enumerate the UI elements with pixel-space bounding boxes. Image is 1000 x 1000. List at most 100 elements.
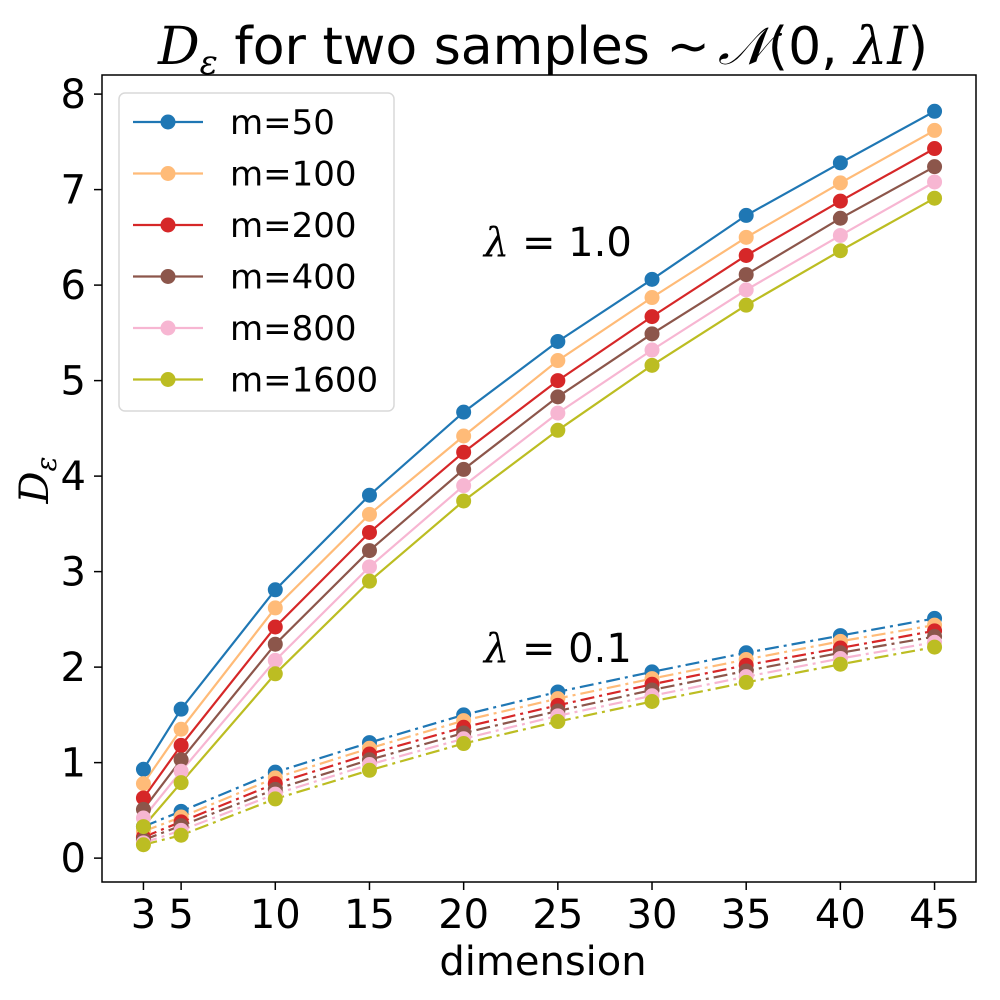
data-point-lambda-1-0 (927, 190, 943, 206)
legend-label: m=200 (230, 206, 357, 246)
data-point-lambda-1-0 (644, 309, 660, 325)
data-point-lambda-1-0 (173, 752, 189, 768)
y-axis-label-subscript: ε (30, 456, 63, 471)
legend-marker (160, 166, 176, 181)
data-point-lambda-1-0 (267, 652, 283, 668)
data-point-lambda-1-0 (173, 763, 189, 779)
legend-marker (160, 217, 176, 233)
legend-label: m=400 (230, 258, 357, 298)
annotation-lambda: λ (482, 626, 509, 672)
data-point-lambda-1-0 (456, 428, 472, 444)
data-point-lambda-1-0 (927, 103, 943, 119)
data-point-lambda-1-0 (644, 342, 660, 358)
series-line-lambda-0-1-5 (143, 646, 935, 846)
data-point-lambda-1-0 (927, 174, 943, 190)
y-axis-label: Dε (12, 456, 63, 504)
data-point-lambda-1-0 (267, 636, 283, 652)
data-point-lambda-1-0 (361, 524, 377, 540)
legend-marker (160, 320, 176, 336)
data-point-lambda-1-0 (927, 141, 943, 157)
x-tick-label: 45 (909, 892, 960, 938)
y-tick-label: 4 (61, 454, 86, 500)
data-point-lambda-1-0 (361, 506, 377, 522)
data-point-lambda-1-0 (644, 290, 660, 306)
x-tick-label: 15 (344, 892, 395, 938)
series-line-lambda-0-1-2 (142, 629, 935, 839)
data-point-lambda-1-0 (135, 790, 151, 806)
y-tick-label: 1 (61, 741, 86, 787)
data-point-lambda-1-0 (832, 193, 848, 209)
data-point-lambda-1-0 (173, 737, 189, 753)
title-args-open: (0, (768, 17, 854, 77)
series-line-lambda-1-0-4 (142, 181, 936, 819)
legend-marker (160, 269, 176, 284)
y-tick-label: 7 (61, 168, 86, 214)
data-point-lambda-1-0 (361, 543, 377, 559)
y-tick-label: 8 (61, 72, 86, 118)
x-tick-label: 40 (815, 892, 866, 938)
annotations: λ = 1.0 λ = 0.1 (482, 220, 632, 672)
x-tick-label: 3 (131, 892, 156, 938)
legend-marker (160, 372, 176, 387)
series-line-lambda-1-0-3 (142, 165, 936, 811)
data-point-lambda-1-0 (832, 227, 848, 243)
data-point-lambda-1-0 (550, 333, 566, 349)
series-line-lambda-1-0-2 (142, 147, 936, 799)
series-line-lambda-1-0-0 (142, 110, 936, 770)
data-point-lambda-1-0 (267, 582, 283, 598)
x-tick-label: 5 (168, 892, 193, 938)
data-point-lambda-1-0 (738, 282, 754, 298)
data-point-lambda-1-0 (135, 819, 151, 835)
data-point-lambda-0-1 (738, 674, 754, 690)
y-tick-label: 5 (61, 359, 86, 405)
data-point-lambda-0-1 (135, 837, 151, 853)
data-point-lambda-1-0 (927, 122, 943, 138)
data-point-lambda-0-1 (361, 762, 377, 778)
data-point-lambda-1-0 (173, 775, 189, 791)
legend-label: m=1600 (230, 361, 378, 401)
plot-frame (101, 74, 977, 883)
series-line-lambda-0-1-1 (143, 624, 935, 833)
data-point-lambda-1-0 (644, 326, 660, 342)
title-text: for two samples (218, 17, 667, 77)
data-point-lambda-1-0 (927, 159, 943, 175)
annotation-value: = 0.1 (509, 626, 632, 672)
title-d-symbol: D (157, 17, 200, 77)
data-point-lambda-1-0 (738, 207, 754, 223)
data-point-lambda-1-0 (738, 297, 754, 313)
lambda-annotation: λ = 1.0 (482, 220, 632, 266)
x-tick-label: 30 (627, 892, 678, 938)
data-point-lambda-1-0 (832, 210, 848, 226)
title-tilde: ~ (666, 17, 710, 77)
y-axis-label-symbol: D (12, 471, 58, 504)
data-point-lambda-1-0 (738, 267, 754, 283)
legend-label: m=100 (230, 155, 357, 195)
y-tick-label: 6 (61, 263, 86, 309)
data-point-lambda-1-0 (738, 248, 754, 264)
x-tick-label: 25 (532, 892, 583, 938)
title-args-close: ) (908, 17, 928, 77)
x-axis: 3 5 10 15 20 25 30 35 40 45 (131, 882, 960, 938)
series-line-lambda-0-1-0 (142, 617, 935, 828)
data-point-lambda-1-0 (135, 761, 151, 777)
series-line-lambda-0-1-4 (143, 641, 935, 844)
title-identity: I (886, 17, 909, 77)
series-line-lambda-0-1-3 (143, 635, 935, 842)
x-tick-label: 20 (438, 892, 489, 938)
legend-marker (160, 114, 176, 130)
data-point-lambda-1-0 (361, 487, 377, 503)
x-tick-label: 35 (721, 892, 772, 938)
x-tick-label: 10 (250, 892, 301, 938)
data-point-lambda-1-0 (456, 493, 472, 509)
data-point-lambda-1-0 (267, 600, 283, 616)
x-axis-label: dimension (439, 939, 646, 985)
data-point-lambda-0-1 (456, 736, 472, 752)
y-tick-label: 0 (61, 836, 86, 882)
data-point-lambda-1-0 (135, 776, 151, 792)
data-point-lambda-1-0 (550, 422, 566, 438)
data-point-lambda-0-1 (644, 693, 660, 709)
data-point-lambda-1-0 (173, 721, 189, 737)
legend-label: m=800 (230, 309, 357, 349)
data-point-lambda-1-0 (267, 666, 283, 682)
